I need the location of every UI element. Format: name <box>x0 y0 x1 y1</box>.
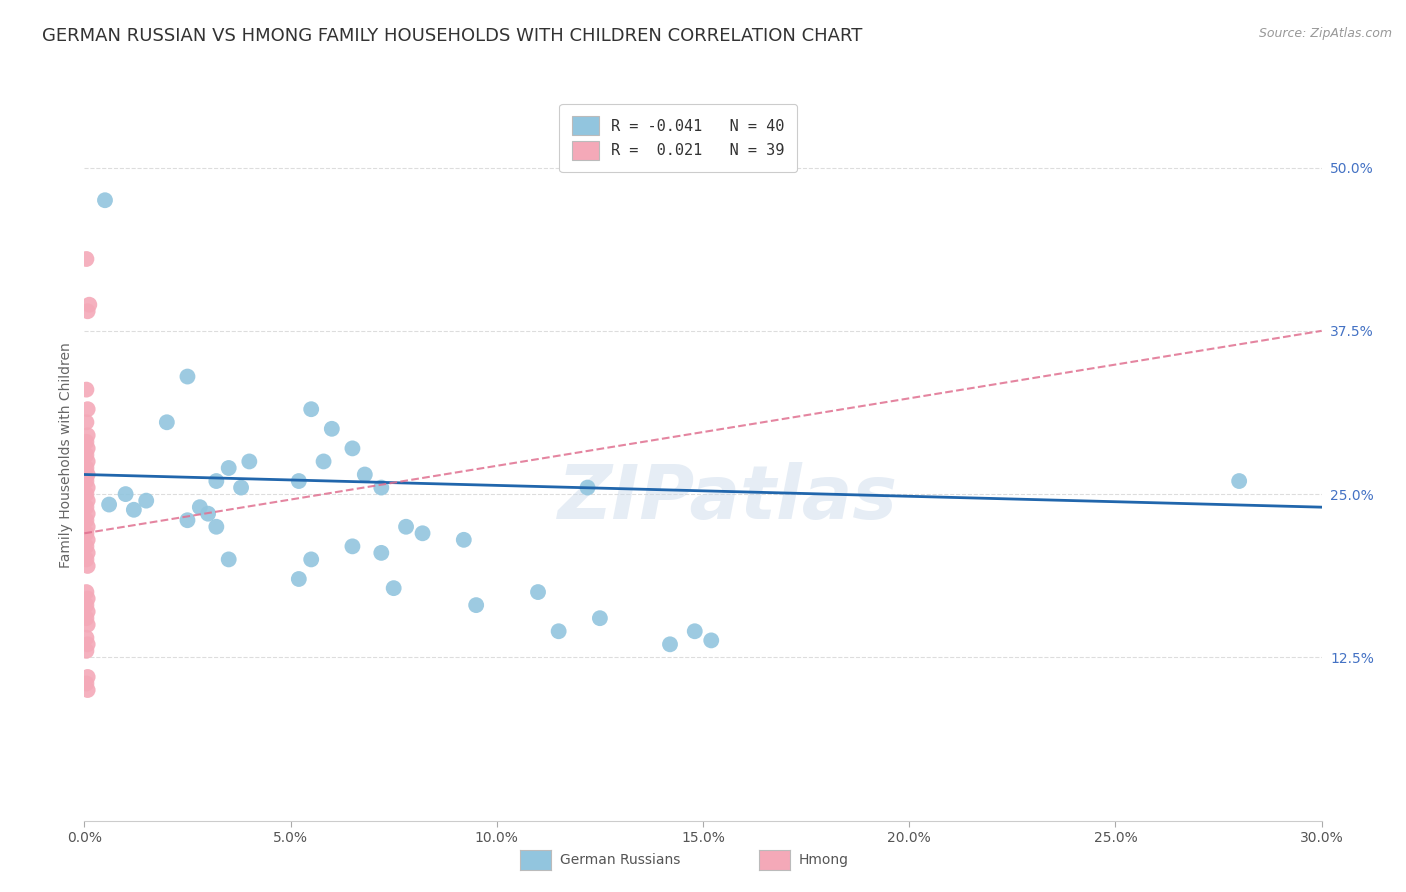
Point <box>114 487 136 501</box>
Point <box>229 481 252 495</box>
Point <box>76 558 98 573</box>
Point <box>589 611 612 625</box>
Point <box>79 298 101 312</box>
Point <box>75 500 97 515</box>
Point <box>188 500 211 515</box>
Legend: R = -0.041   N = 40, R =  0.021   N = 39: R = -0.041 N = 40, R = 0.021 N = 39 <box>560 104 797 172</box>
Point <box>75 487 97 501</box>
Point <box>527 585 550 599</box>
Point <box>75 383 97 397</box>
Point <box>576 481 599 495</box>
Point <box>76 467 98 482</box>
Point <box>321 422 343 436</box>
Point <box>700 633 723 648</box>
Point <box>370 481 392 495</box>
Point <box>299 552 322 566</box>
Point <box>94 193 117 207</box>
Point <box>76 493 98 508</box>
Point <box>453 533 475 547</box>
Point <box>465 598 488 612</box>
Point <box>135 493 157 508</box>
Point <box>75 415 97 429</box>
Point <box>205 474 228 488</box>
Point <box>218 461 240 475</box>
Point <box>75 434 97 449</box>
Point <box>312 454 335 468</box>
Point <box>76 637 98 651</box>
Point <box>288 572 311 586</box>
Point <box>76 402 98 417</box>
Point <box>370 546 392 560</box>
Point <box>75 644 97 658</box>
Point <box>288 474 311 488</box>
Point <box>75 598 97 612</box>
Point <box>176 513 198 527</box>
Point <box>76 304 98 318</box>
Point <box>176 369 198 384</box>
Point <box>98 498 121 512</box>
Point <box>76 428 98 442</box>
Point <box>156 415 179 429</box>
Point <box>76 481 98 495</box>
Point <box>76 617 98 632</box>
Point <box>76 507 98 521</box>
Point <box>76 670 98 684</box>
Text: German Russians: German Russians <box>560 853 681 867</box>
Point <box>75 461 97 475</box>
Point <box>683 624 706 639</box>
Point <box>382 581 405 595</box>
Point <box>1227 474 1250 488</box>
Point <box>76 533 98 547</box>
Point <box>412 526 434 541</box>
Point <box>75 539 97 553</box>
Point <box>659 637 682 651</box>
Point <box>76 442 98 456</box>
Point <box>75 585 97 599</box>
Point <box>395 520 418 534</box>
Point <box>342 539 364 553</box>
Text: GERMAN RUSSIAN VS HMONG FAMILY HOUSEHOLDS WITH CHILDREN CORRELATION CHART: GERMAN RUSSIAN VS HMONG FAMILY HOUSEHOLD… <box>42 27 862 45</box>
Point <box>75 513 97 527</box>
Point <box>299 402 322 417</box>
Text: Source: ZipAtlas.com: Source: ZipAtlas.com <box>1258 27 1392 40</box>
Text: Hmong: Hmong <box>799 853 849 867</box>
Point <box>75 252 97 266</box>
Point <box>75 611 97 625</box>
Point <box>76 591 98 606</box>
Point <box>75 552 97 566</box>
Point <box>75 448 97 462</box>
Point <box>238 454 260 468</box>
Text: ZIPatlas: ZIPatlas <box>558 462 898 535</box>
Point <box>122 503 145 517</box>
Point <box>76 683 98 698</box>
Point <box>75 526 97 541</box>
Point <box>76 520 98 534</box>
Point <box>75 474 97 488</box>
Point <box>197 507 219 521</box>
Point <box>75 631 97 645</box>
Point <box>547 624 569 639</box>
Point <box>75 676 97 690</box>
Point <box>76 454 98 468</box>
Point <box>342 442 364 456</box>
Point <box>76 605 98 619</box>
Point <box>76 546 98 560</box>
Point <box>353 467 375 482</box>
Point <box>218 552 240 566</box>
Point <box>205 520 228 534</box>
Y-axis label: Family Households with Children: Family Households with Children <box>59 342 73 568</box>
